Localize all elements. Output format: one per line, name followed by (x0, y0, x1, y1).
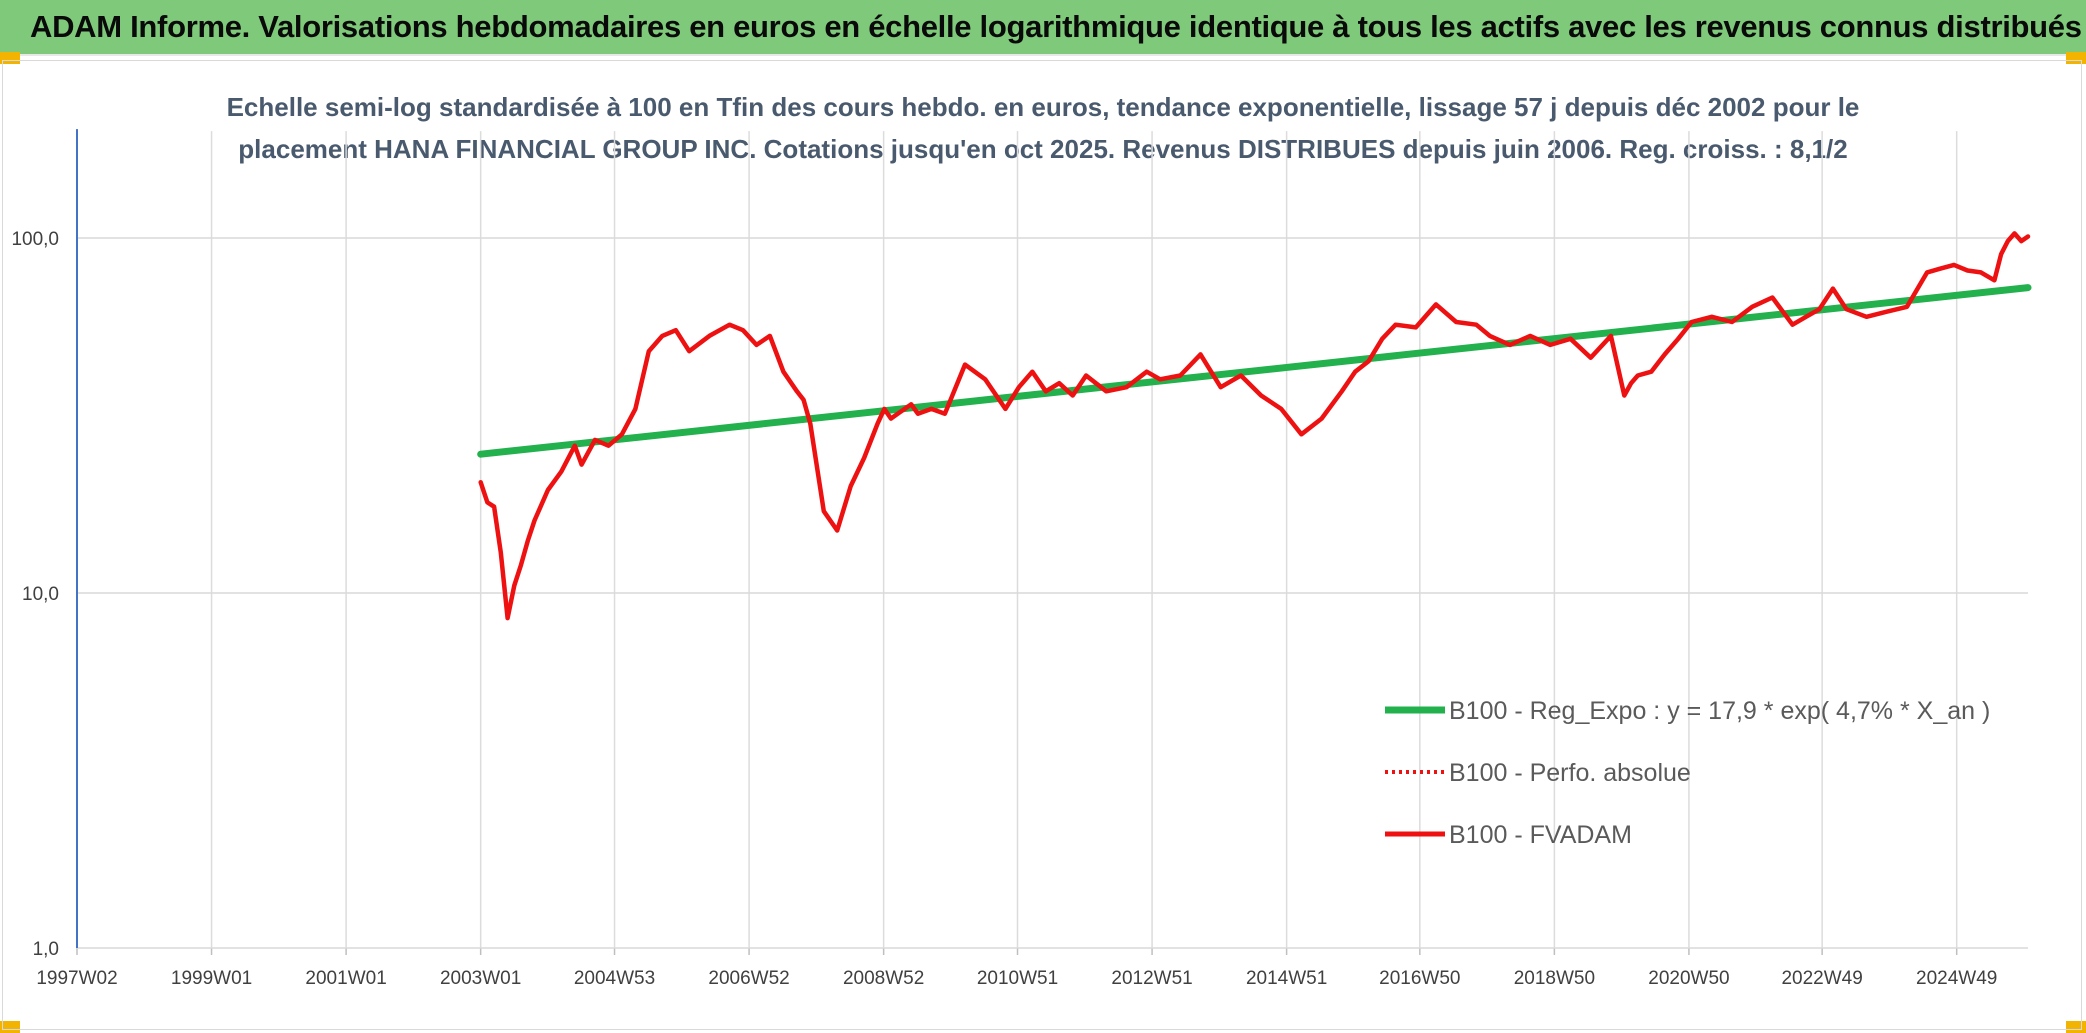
x-tick-label: 2024W49 (1916, 968, 1997, 989)
title-banner: ADAM Informe. Valorisations hebdomadaire… (0, 0, 2086, 56)
x-axis-ticks: 1997W02 1999W01 2001W01 2003W01 2004W53 2006W… (36, 968, 1997, 989)
y-tick-label: 100,0 (11, 229, 59, 250)
x-tick-label: 2001W01 (305, 968, 386, 989)
y-tick-label: 1,0 (33, 939, 59, 960)
x-tick-label: 2010W51 (977, 968, 1058, 989)
x-tick-label: 2016W50 (1379, 968, 1460, 989)
legend-label-0: B100 - Reg_Expo : y = 17,9 * exp( 4,7% *… (1449, 697, 1990, 725)
x-tick-label: 2020W50 (1648, 968, 1729, 989)
corner-mark-bottom-left (0, 1021, 20, 1033)
x-tick-label: 2004W53 (574, 968, 655, 989)
x-tick-label: 2018W50 (1514, 968, 1595, 989)
gridlines (76, 131, 2028, 955)
chart-title-line-2: placement HANA FINANCIAL GROUP INC. Cota… (238, 134, 1847, 164)
series-layer (477, 231, 2032, 621)
chart-title-line-1: Echelle semi-log standardisée à 100 en T… (227, 92, 1860, 122)
x-tick-label: 2022W49 (1781, 968, 1862, 989)
x-tick-label: 1997W02 (36, 968, 117, 989)
y-axis-ticks: 100,0 10,0 1,0 (11, 229, 59, 960)
chart-frame (2, 60, 2082, 1030)
series-line-0 (477, 284, 2032, 458)
legend-label-1: B100 - Perfo. absolue (1449, 759, 1691, 787)
x-tick-label: 2006W52 (708, 968, 789, 989)
legend-label-2: B100 - FVADAM (1449, 821, 1632, 849)
report-title: ADAM Informe. Valorisations hebdomadaire… (30, 9, 2082, 44)
x-tick-label: 2003W01 (440, 968, 521, 989)
x-tick-label: 2012W51 (1111, 968, 1192, 989)
y-tick-label: 10,0 (22, 584, 59, 605)
legend: B100 - Reg_Expo : y = 17,9 * exp( 4,7% *… (1385, 697, 1990, 849)
corner-mark-left (0, 52, 20, 64)
x-tick-label: 2014W51 (1246, 968, 1327, 989)
x-tick-label: 2008W52 (843, 968, 924, 989)
x-tick-label: 1999W01 (171, 968, 252, 989)
series-line-2 (478, 231, 2031, 621)
